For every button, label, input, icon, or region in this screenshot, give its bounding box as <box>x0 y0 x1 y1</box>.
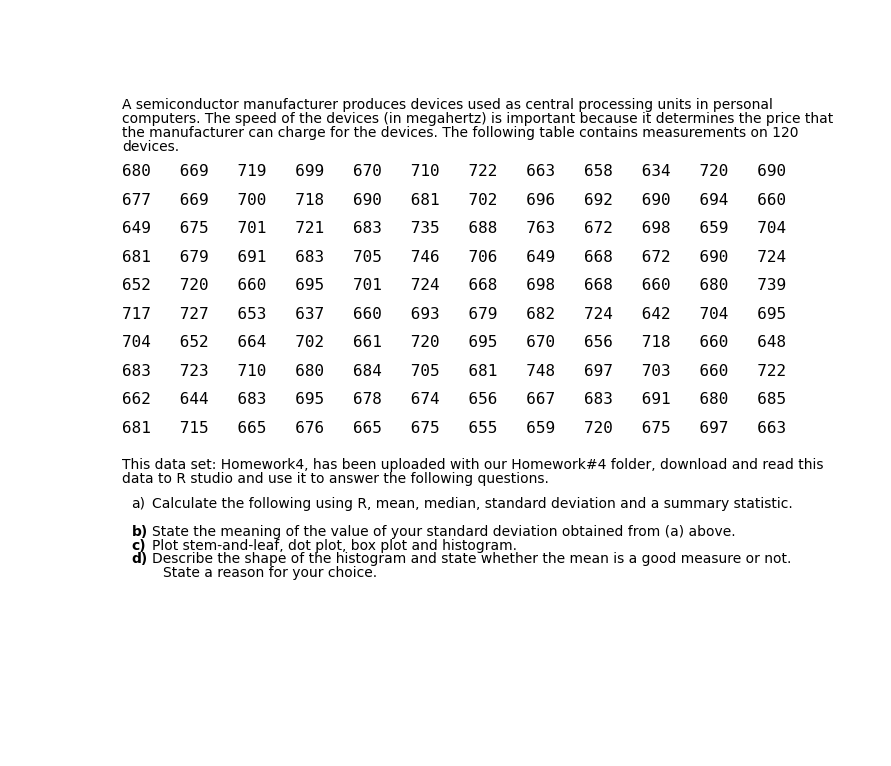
Text: Plot stem-and-leaf, dot plot, box plot and histogram.: Plot stem-and-leaf, dot plot, box plot a… <box>151 538 517 552</box>
Text: the manufacturer can charge for the devices. The following table contains measur: the manufacturer can charge for the devi… <box>122 126 798 140</box>
Text: d): d) <box>132 552 148 566</box>
Text: 681   679   691   683   705   746   706   649   668   672   690   724: 681 679 691 683 705 746 706 649 668 672 … <box>122 250 787 265</box>
Text: 649   675   701   721   683   735   688   763   672   698   659   704: 649 675 701 721 683 735 688 763 672 698 … <box>122 221 787 236</box>
Text: State the meaning of the value of your standard deviation obtained from (a) abov: State the meaning of the value of your s… <box>151 525 735 538</box>
Text: 683   723   710   680   684   705   681   748   697   703   660   722: 683 723 710 680 684 705 681 748 697 703 … <box>122 364 787 378</box>
Text: b): b) <box>132 525 148 538</box>
Text: c): c) <box>132 538 146 552</box>
Text: This data set: Homework4, has been uploaded with our Homework#4 folder, download: This data set: Homework4, has been uploa… <box>122 458 823 473</box>
Text: data to R studio and use it to answer the following questions.: data to R studio and use it to answer th… <box>122 473 549 486</box>
Text: devices.: devices. <box>122 139 179 154</box>
Text: a): a) <box>132 497 145 511</box>
Text: 681   715   665   676   665   675   655   659   720   675   697   663: 681 715 665 676 665 675 655 659 720 675 … <box>122 421 787 436</box>
Text: 677   669   700   718   690   681   702   696   692   690   694   660: 677 669 700 718 690 681 702 696 692 690 … <box>122 193 787 208</box>
Text: Describe the shape of the histogram and state whether the mean is a good measure: Describe the shape of the histogram and … <box>151 552 791 566</box>
Text: 704   652   664   702   661   720   695   670   656   718   660   648: 704 652 664 702 661 720 695 670 656 718 … <box>122 336 787 350</box>
Text: A semiconductor manufacturer produces devices used as central processing units i: A semiconductor manufacturer produces de… <box>122 98 773 112</box>
Text: computers. The speed of the devices (in megahertz) is important because it deter: computers. The speed of the devices (in … <box>122 112 833 126</box>
Text: 662   644   683   695   678   674   656   667   683   691   680   685: 662 644 683 695 678 674 656 667 683 691 … <box>122 392 787 408</box>
Text: 680   669   719   699   670   710   722   663   658   634   720   690: 680 669 719 699 670 710 722 663 658 634 … <box>122 164 787 179</box>
Text: State a reason for your choice.: State a reason for your choice. <box>162 566 377 580</box>
Text: 717   727   653   637   660   693   679   682   724   642   704   695: 717 727 653 637 660 693 679 682 724 642 … <box>122 306 787 322</box>
Text: 652   720   660   695   701   724   668   698   668   660   680   739: 652 720 660 695 701 724 668 698 668 660 … <box>122 278 787 293</box>
Text: Calculate the following using R, mean, median, standard deviation and a summary : Calculate the following using R, mean, m… <box>151 497 792 511</box>
